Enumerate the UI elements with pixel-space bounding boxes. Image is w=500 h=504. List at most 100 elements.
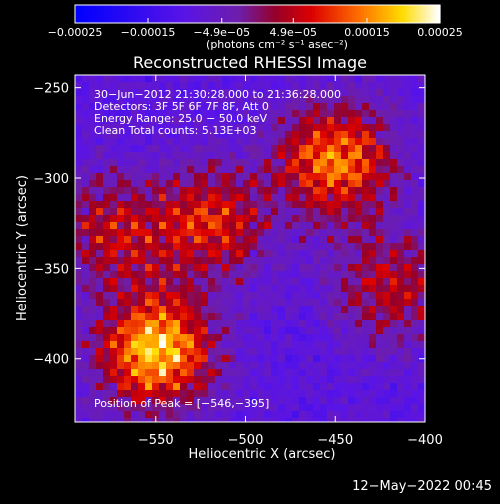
heatmap-cell [82,418,90,422]
heatmap-cell [334,110,342,118]
heatmap-cell [369,348,377,356]
heatmap-cell [390,208,398,216]
heatmap-cell [348,376,356,384]
heatmap-cell [96,89,104,97]
heatmap-cell [82,180,90,188]
heatmap-cell [411,355,419,363]
heatmap-cell [306,110,314,118]
heatmap-cell [187,138,195,146]
heatmap-cell [208,194,216,202]
heatmap-cell [243,201,251,209]
heatmap-cell [243,383,251,391]
heatmap-cell [145,348,153,356]
colorbar-swatch [181,5,186,23]
heatmap-cell [82,103,90,111]
heatmap-cell [145,250,153,258]
heatmap-cell [236,411,244,419]
heatmap-cell [131,222,139,230]
heatmap-cell [194,208,202,216]
heatmap-cell [89,306,97,314]
heatmap-cell [404,208,412,216]
heatmap-cell [313,222,321,230]
heatmap-cell [264,75,272,83]
heatmap-cell [320,145,328,153]
heatmap-cell [117,341,125,349]
colorbar-swatch [227,5,231,23]
heatmap-cell [299,138,307,146]
heatmap-cell [159,411,167,419]
heatmap-cell [264,362,272,370]
heatmap-cell [341,327,349,335]
heatmap-cell [243,390,251,398]
heatmap-cell [103,390,111,398]
heatmap-cell [89,117,97,125]
heatmap-cell [110,96,118,104]
heatmap-cell [145,117,153,125]
heatmap-cell [201,355,209,363]
heatmap-cell [208,250,216,258]
heatmap-cell [215,341,223,349]
heatmap-cell [89,208,97,216]
colorbar-swatch [324,5,329,23]
heatmap-cell [383,152,391,160]
heatmap-cell [236,271,244,279]
heatmap-cell [292,278,300,286]
heatmap-cell [257,89,265,97]
heatmap-cell [334,313,342,321]
heatmap-cell [278,411,286,419]
heatmap-cell [166,138,174,146]
colorbar-swatch [184,5,189,23]
heatmap-cell [320,306,328,314]
heatmap-cell [229,383,237,391]
heatmap-cell [145,124,153,132]
heatmap-cell [257,355,265,363]
heatmap-cell [397,103,405,111]
heatmap-cell [376,138,384,146]
heatmap-cell [390,390,398,398]
colorbar-swatch [306,5,310,23]
heatmap-cell [334,180,342,188]
heatmap-cell [271,96,279,104]
heatmap-cell [117,194,125,202]
heatmap-cell [166,159,174,167]
heatmap-cell [229,117,237,125]
heatmap-cell [411,306,419,314]
heatmap-cell [82,173,90,181]
heatmap-cell [306,383,314,391]
colorbar-swatch [208,5,213,23]
heatmap-cell [411,222,419,230]
heatmap-cell [180,138,188,146]
heatmap-cell [257,404,265,412]
heatmap-cell [159,418,167,422]
heatmap-cell [376,166,384,174]
heatmap-cell [96,418,104,422]
heatmap-cell [271,215,279,223]
heatmap-cell [180,159,188,167]
heatmap-cell [215,89,223,97]
heatmap-cell [145,145,153,153]
heatmap-cell [285,89,293,97]
heatmap-cell [110,194,118,202]
heatmap-cell [271,103,279,111]
heatmap-cell [138,369,146,377]
heatmap-cell [222,292,230,300]
heatmap-cell [257,292,265,300]
heatmap-cell [89,327,97,335]
heatmap-cell [180,404,188,412]
heatmap-cell [327,341,335,349]
heatmap-cell [327,271,335,279]
heatmap-cell [229,369,237,377]
heatmap-cell [215,369,223,377]
heatmap-cell [145,159,153,167]
heatmap-cell [306,131,314,139]
heatmap-cell [411,194,419,202]
heatmap-cell [306,285,314,293]
heatmap-cell [124,215,132,223]
heatmap-cell [390,243,398,251]
heatmap-cell [362,180,370,188]
colorbar-swatch [412,5,417,23]
heatmap-cell [124,103,132,111]
colorbar-swatch [102,5,107,23]
heatmap-cell [404,152,412,160]
heatmap-cell [124,159,132,167]
